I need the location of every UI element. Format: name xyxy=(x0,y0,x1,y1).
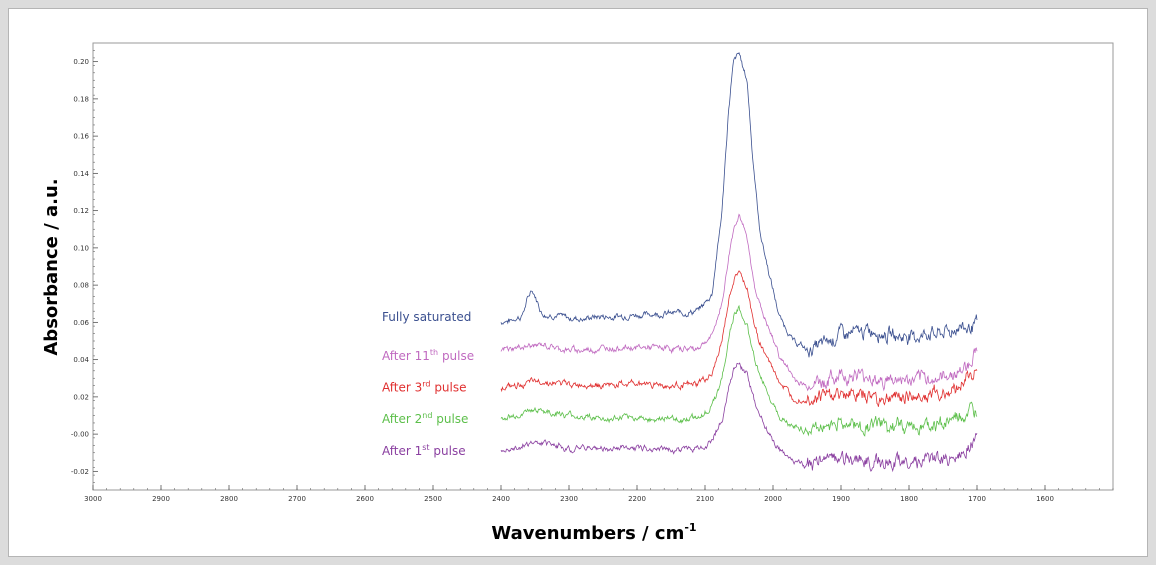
series-line-3 xyxy=(500,304,978,437)
legend-label-1: After 11th pulse xyxy=(382,348,474,363)
y-tick-label: 0.20 xyxy=(73,58,89,66)
legend-label-4: After 1st pulse xyxy=(382,443,466,458)
chart-svg: 3000 2900 2800 2700 2600 2500 2400 2300 2200 2100… xyxy=(41,42,1114,544)
y-tick-label: 0.04 xyxy=(73,356,89,364)
legend-label-3: After 2nd pulse xyxy=(382,411,468,426)
y-tick-label: -0.02 xyxy=(71,468,89,476)
x-axis-title-text: Wavenumbers / cm xyxy=(491,523,684,544)
y-tick-label: 0.08 xyxy=(73,282,89,290)
legend-text: After 3 xyxy=(382,381,422,395)
y-axis-title: Absorbance / a.u. xyxy=(41,178,62,355)
x-tick-label: 2500 xyxy=(424,495,442,503)
x-tick-label: 2300 xyxy=(560,495,578,503)
y-tick-label: 0.14 xyxy=(73,170,89,178)
legend-superscript: th xyxy=(430,348,438,357)
legend-label-0: Fully saturated xyxy=(382,310,471,324)
y-tick-label: 0.12 xyxy=(73,207,89,215)
x-tick-label: 1700 xyxy=(968,495,986,503)
legend-text: After 2 xyxy=(382,412,422,426)
y-tick-label: 0.16 xyxy=(73,133,89,141)
y-tick-label: 0.02 xyxy=(73,393,89,401)
series-line-1 xyxy=(500,213,978,392)
x-tick-label: 2900 xyxy=(152,495,170,503)
y-tick-label: 0.06 xyxy=(73,319,89,327)
x-tick-label: 2200 xyxy=(628,495,646,503)
y-tick-label: 0.18 xyxy=(73,95,89,103)
x-tick-label: 3000 xyxy=(84,495,102,503)
legend-superscript: st xyxy=(422,443,429,452)
series-line-2 xyxy=(500,270,978,407)
x-axis-title: Wavenumbers / cm-1 xyxy=(491,521,696,544)
y-tick-label: 0.10 xyxy=(73,244,89,252)
x-tick-label: 2400 xyxy=(492,495,510,503)
series-line-0 xyxy=(500,52,978,358)
legend-text: pulse xyxy=(438,349,474,363)
legend-text: After 1 xyxy=(382,444,422,458)
x-tick-label: 1800 xyxy=(900,495,918,503)
x-tick-label: 1600 xyxy=(1036,495,1054,503)
x-tick-label: 2800 xyxy=(220,495,238,503)
chart-frame: 3000 2900 2800 2700 2600 2500 2400 2300 2200 2100… xyxy=(8,8,1148,557)
legend-superscript: rd xyxy=(422,380,430,389)
x-tick-label: 1900 xyxy=(832,495,850,503)
x-tick-label: 2000 xyxy=(764,495,782,503)
legend-text: pulse xyxy=(432,412,468,426)
y-tick-label: -0.00 xyxy=(71,431,89,439)
legend-superscript: nd xyxy=(422,411,432,420)
series-line-4 xyxy=(500,362,978,473)
legend-label-2: After 3rd pulse xyxy=(382,380,467,395)
plot-area-border xyxy=(92,42,1114,491)
legend-text: pulse xyxy=(431,381,467,395)
x-tick-label: 2700 xyxy=(288,495,306,503)
legend-text: pulse xyxy=(430,444,466,458)
legend-text: After 11 xyxy=(382,349,430,363)
x-tick-label: 2600 xyxy=(356,495,374,503)
x-axis-title-superscript: -1 xyxy=(684,521,696,534)
x-tick-label: 2100 xyxy=(696,495,714,503)
legend-text: Fully saturated xyxy=(382,310,471,324)
